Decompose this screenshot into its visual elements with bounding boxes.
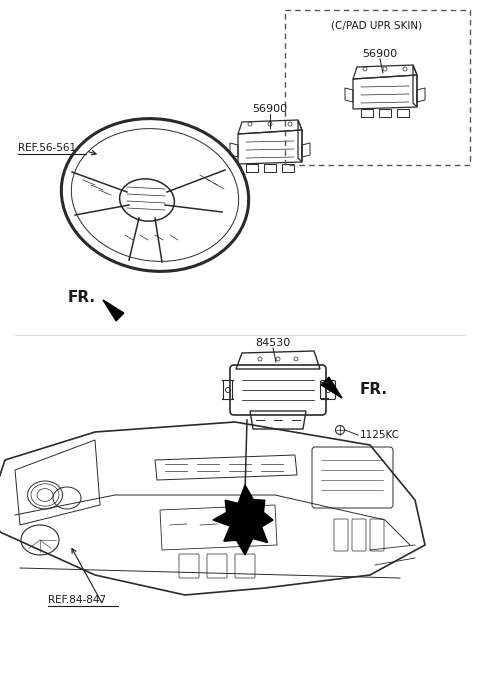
Text: FR.: FR. xyxy=(360,383,388,398)
Text: 56900: 56900 xyxy=(362,49,397,59)
Text: FR.: FR. xyxy=(68,289,96,304)
Text: 56900: 56900 xyxy=(252,104,288,114)
Text: REF.56-561: REF.56-561 xyxy=(18,143,76,153)
Text: 84530: 84530 xyxy=(255,338,290,348)
Text: (C/PAD UPR SKIN): (C/PAD UPR SKIN) xyxy=(331,21,422,31)
Bar xyxy=(285,10,470,165)
Text: REF.84-847: REF.84-847 xyxy=(48,595,106,605)
Polygon shape xyxy=(213,485,273,555)
Text: 1125KC: 1125KC xyxy=(360,430,400,440)
Polygon shape xyxy=(321,377,342,398)
Polygon shape xyxy=(103,300,124,321)
